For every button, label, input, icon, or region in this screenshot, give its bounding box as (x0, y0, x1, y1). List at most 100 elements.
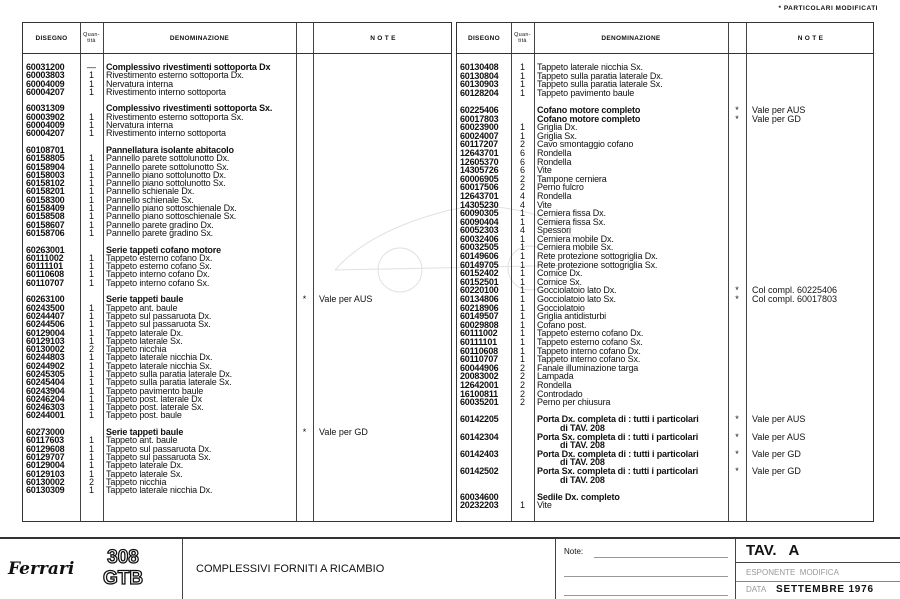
part-description: Griglia antidisturbi (537, 311, 607, 322)
part-code: 60129103 (26, 468, 65, 479)
table-row: 60134806 1 Gocciolatoio lato Sx. * Col compl… (457, 295, 873, 304)
parts-table-right: DISEGNO Quan-tità DENOMINAZIONE N O T E 6013… (456, 22, 874, 522)
part-code: 60263100 (26, 294, 65, 305)
modified-marker: * (302, 294, 307, 305)
part-code: 60158201 (26, 186, 65, 197)
part-description: Spessori (537, 225, 571, 236)
part-description: Tappeto sulla paratia laterale Dx. (537, 70, 663, 81)
table-row: 60142502 Porta Sx. completa di : tutti i … (457, 467, 873, 476)
part-description: Tappeto sul passaruota Sx. (106, 319, 211, 330)
part-code: 60029808 (460, 319, 499, 330)
part-code: 14305726 (460, 165, 499, 176)
part-code: 12605370 (460, 156, 499, 167)
part-description: Serie tappeti baule (106, 427, 184, 438)
part-code: 60003902 (26, 111, 65, 122)
table-row: 60149705 1 Rete protezione sottogriglia Sx… (457, 260, 873, 270)
part-code: 60225406 (460, 104, 499, 115)
notes-cell: Note: (555, 539, 736, 599)
table-row: 60110608 1 Tappeto interno cofano Dx. (23, 269, 451, 280)
part-description: Tappeto laterale nicchia Dx. (106, 485, 213, 496)
quantity: 1 (519, 268, 525, 279)
part-description: Pannello piano sottoschienale Sx. (106, 211, 237, 222)
table-row-continuation: di TAV. 208 (457, 475, 873, 485)
table-row: 60004207 1 Rivestimento interno sottoporta (23, 87, 451, 96)
quantity: 1 (519, 276, 525, 287)
quantity: 1 (88, 120, 94, 131)
quantity: 1 (88, 178, 94, 189)
quantity: 2 (519, 139, 525, 150)
part-description: Cerniera fissa Dx. (537, 208, 606, 219)
note-label: Note: (564, 547, 584, 556)
part-code: 60152402 (460, 268, 499, 279)
quantity: 1 (88, 169, 94, 180)
part-code: 60129103 (26, 335, 65, 346)
part-code: 60031309 (26, 103, 65, 114)
note-text: Vale per AUS (752, 431, 806, 442)
quantity: 6 (519, 156, 525, 167)
part-code: 60090404 (460, 216, 499, 227)
table-row: 60244407 1 Tappeto sul passaruota Dx. (23, 311, 451, 320)
part-description: Tappeto ant. baule (106, 302, 178, 313)
quantity: 1 (88, 360, 94, 371)
quantity: 1 (88, 443, 94, 454)
part-code: 16100811 (460, 388, 498, 399)
table-row: 60245305 1 Tappeto sulla paratia laterale … (23, 369, 451, 378)
part-description: Sedile Dx. completo (537, 491, 620, 502)
table-row: 60245404 1 Tappeto sulla paratia laterale … (23, 378, 451, 387)
column-divider (313, 23, 314, 521)
part-code: 60142502 (460, 465, 499, 476)
car-watermark-illustration (334, 206, 586, 293)
table-row: 60003902 1 Rivestimento esterno sottoporta… (23, 111, 451, 122)
quantity: 4 (519, 225, 525, 236)
part-code: 60158102 (26, 178, 65, 189)
quantity: 1 (519, 208, 525, 219)
part-description: Cofano motore completo (537, 113, 641, 124)
part-code: 20232203 (460, 500, 499, 511)
quantity: 1 (519, 311, 525, 322)
legend-modified-parts: * PARTICOLARI MODIFICATI (778, 5, 878, 12)
part-code: 60220100 (460, 285, 499, 296)
table-row: 60004009 1 Nervatura interna (23, 120, 451, 131)
part-code: 60130002 (26, 476, 65, 487)
table-body: 60130408 1 Tappeto laterale nicchia Sx. 601… (457, 63, 873, 510)
part-description: Tappeto laterale nicchia Dx. (106, 352, 213, 363)
part-code: 60017506 (460, 182, 499, 193)
table-body: 60031200 — Complessivo rivestimenti sottop… (23, 62, 451, 496)
table-row: 60004009 1 Nervatura interna (23, 78, 451, 89)
part-description: Tappeto post. baule (106, 410, 182, 421)
modified-marker: * (735, 465, 739, 476)
part-description: Porta Dx. completa di : tutti i particol… (537, 448, 699, 459)
table-row: 60158409 1 Pannello piano sottoschienale D… (23, 203, 451, 212)
tav-cell: TAV. A ESPONENTE MODIFICA DATA SETTEMBRE… (735, 539, 900, 599)
quantity: — (87, 62, 96, 72)
table-row: 60218906 1 Gocciolatoio (457, 303, 873, 313)
part-code: 60129004 (26, 460, 65, 471)
part-code: 60111002 (26, 252, 64, 263)
quantity: 1 (519, 130, 525, 141)
part-code: 60111101 (26, 261, 63, 272)
note-text: Vale per GD (752, 465, 801, 476)
part-code: 60004009 (26, 78, 65, 89)
part-code: 60023900 (460, 122, 499, 133)
part-description: Tappeto ant. baule (106, 435, 178, 446)
part-code: 60130002 (26, 344, 65, 355)
part-description: Pannellatura isolante abitacolo (106, 144, 234, 155)
quantity: 1 (88, 302, 94, 313)
quantity: 1 (88, 385, 94, 396)
title-block: Ferrari 308 GTB COMPLESSIVI FORNITI A RI… (0, 537, 900, 599)
part-description: Cavo smontaggio cofano (537, 139, 634, 150)
column-divider (80, 23, 81, 521)
spacer-row (457, 97, 873, 106)
part-code: 60110707 (26, 277, 64, 288)
part-description: Tappeto interno cofano Dx. (106, 269, 210, 280)
part-code: 60111002 (460, 328, 498, 339)
table-row: 60003803 1 Rivestimento esterno sottoporta… (23, 71, 451, 80)
quantity: 1 (519, 354, 525, 365)
part-code: 60129004 (26, 327, 65, 338)
table-row-continuation: di TAV. 208 (457, 424, 873, 433)
part-description: Tappeto laterale nicchia Sx. (106, 360, 212, 371)
table-row: 60117207 2 Cavo smontaggio cofano (457, 140, 873, 149)
part-code: 60273000 (26, 427, 65, 438)
table-row: 60111002 1 Tappeto esterno cofano Dx. (23, 252, 451, 263)
table-row: 60044906 2 Fanale illuminazione targa (457, 363, 873, 373)
